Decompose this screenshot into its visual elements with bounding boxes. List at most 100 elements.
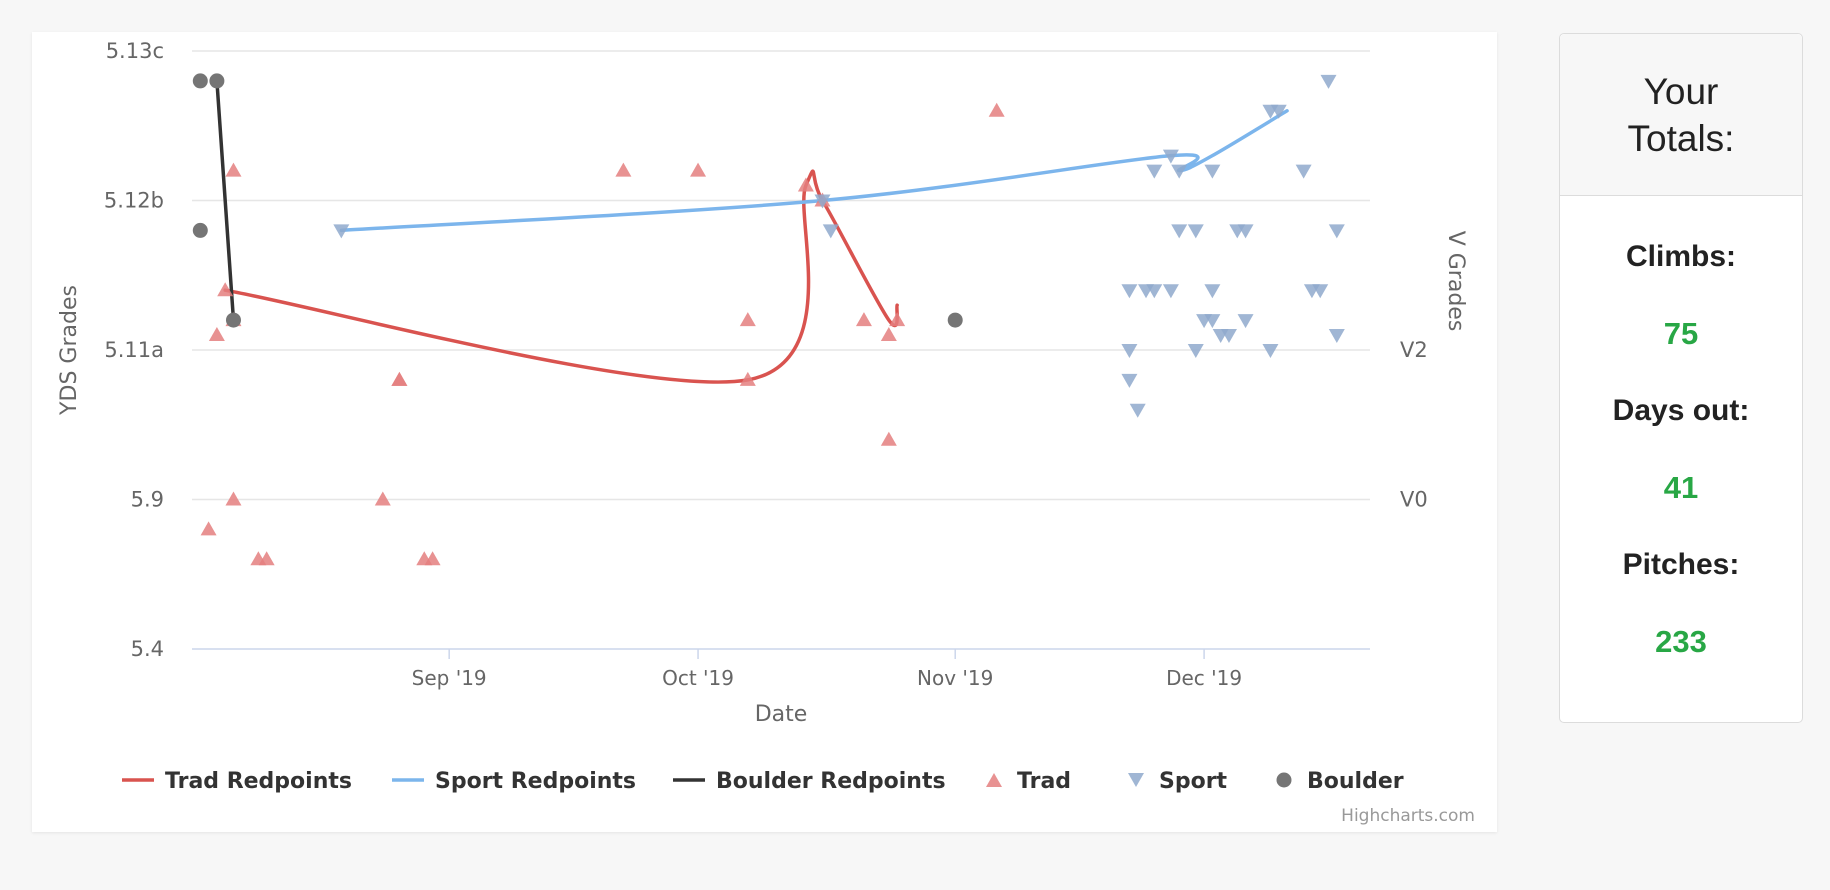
legend-item-sport-line[interactable]: Sport Redpoints [392,769,636,794]
x-tick-label: Sep '19 [412,666,487,690]
sport-point [1220,329,1237,344]
x-tick-label: Oct '19 [662,666,734,690]
trad-point [424,551,441,566]
sport-point [1204,284,1221,299]
legend-triangle-up-icon [986,773,1002,787]
boulder-point [209,73,225,89]
sport-point [1328,224,1345,239]
legend-triangle-down-icon [1128,773,1144,787]
legend-label: Sport [1159,769,1228,794]
trad-point [615,162,632,177]
boulder-point [947,312,963,328]
trad-point [225,491,242,506]
trad-point [855,312,872,327]
chart-card: 5.4 5.9 5.11a 5.12b 5.13c V0 V2 Sep '19 Oct '19 N… [32,32,1497,832]
redpoint-lines [215,79,1289,384]
legend-item-sport-triangle-down[interactable]: Sport [1128,769,1228,794]
boulder-point [192,222,208,238]
trad-point [739,371,756,386]
days-out-label: Days out: [1612,394,1750,427]
sport-point [1146,284,1163,299]
x-axis-title: Date [755,702,808,727]
totals-title-line1: Your [1643,70,1719,112]
trad-redpoint-line [223,169,899,384]
axis-layer: 5.4 5.9 5.11a 5.12b 5.13c V0 V2 Sep '19 Oct '19 N… [57,39,1468,727]
y-tick-label: 5.13c [106,39,164,63]
sport-point [822,224,839,239]
legend-label: Sport Redpoints [435,769,636,794]
trad-point [391,371,408,386]
sport-point [1162,284,1179,299]
trad-point [880,431,897,446]
sport-point [1237,314,1254,329]
trad-point [258,551,275,566]
legend-item-trad-triangle-up[interactable]: Trad [986,769,1071,794]
trad-point [797,177,814,192]
y-tick-label: 5.11a [104,338,164,362]
sport-point [1295,164,1312,179]
sport-point [1171,224,1188,239]
totals-header: Your Totals: [1560,34,1802,196]
legend-item-boulder-line[interactable]: Boulder Redpoints [673,769,946,794]
sport-point [333,224,350,239]
pitches-value: 233 [1655,624,1707,659]
chart-legend: Trad Redpoints Sport Redpoints Boulder Red… [122,769,1404,794]
sport-point [1121,284,1138,299]
trad-point [988,102,1005,117]
legend-circle-icon [1276,772,1292,788]
trad-point [225,162,242,177]
sport-point [1146,164,1163,179]
sport-point [1262,344,1279,358]
sport-point [1187,224,1204,239]
legend-label: Boulder Redpoints [716,769,946,794]
x-tick-label: Nov '19 [917,666,993,690]
climb-points [192,73,1345,566]
sport-point [1320,74,1337,89]
highcharts-credit[interactable]: Highcharts.com [1341,806,1475,826]
sport-point [1328,329,1345,344]
climbs-label: Climbs: [1625,240,1736,273]
sport-point [1204,314,1221,329]
sport-point [1237,224,1254,239]
trad-point [217,282,234,297]
sport-point [1187,344,1204,358]
boulder-point [192,73,208,89]
trad-point [200,521,217,536]
sport-redpoint-line [339,109,1289,233]
legend-label: Trad Redpoints [165,769,352,794]
sport-point [1270,104,1287,119]
sport-point [1129,403,1146,418]
totals-title-line2: Totals: [1627,117,1735,159]
trad-point [739,312,756,327]
legend-item-boulder-circle[interactable]: Boulder [1276,769,1404,794]
y-tick-label: 5.12b [104,189,164,213]
grid-layer [192,50,1370,650]
sport-point [1204,164,1221,179]
y2-tick-label: V2 [1400,338,1428,362]
trad-point [208,327,225,342]
days-out-value: 41 [1663,470,1699,505]
totals-body: Climbs: 75 Days out: 41 Pitches: 233 [1560,240,1802,660]
sport-point [1312,284,1329,299]
legend-label: Boulder [1307,769,1404,794]
legend-label: Trad [1017,769,1071,794]
trad-point [690,162,707,177]
trad-point [889,312,906,327]
sport-point [1121,373,1138,388]
boulder-redpoint-line [215,79,236,322]
grades-chart: 5.4 5.9 5.11a 5.12b 5.13c V0 V2 Sep '19 Oct '19 N… [57,39,1468,794]
sport-point [1171,164,1188,179]
trad-point [880,327,897,342]
totals-card: Your Totals: Climbs: 75 Days out: 41 Pit… [1559,33,1803,723]
legend-item-trad-line[interactable]: Trad Redpoints [122,769,352,794]
y-axis-title: YDS Grades [57,285,82,416]
sport-point [1162,149,1179,164]
boulder-point [225,312,241,328]
trad-point [374,491,391,506]
climbs-value: 75 [1663,316,1699,351]
sport-point [1121,344,1138,358]
sport-point [814,194,831,209]
y2-axis-title: V Grades [1443,231,1468,332]
y-tick-label: 5.4 [131,637,164,661]
y-tick-label: 5.9 [131,488,164,512]
